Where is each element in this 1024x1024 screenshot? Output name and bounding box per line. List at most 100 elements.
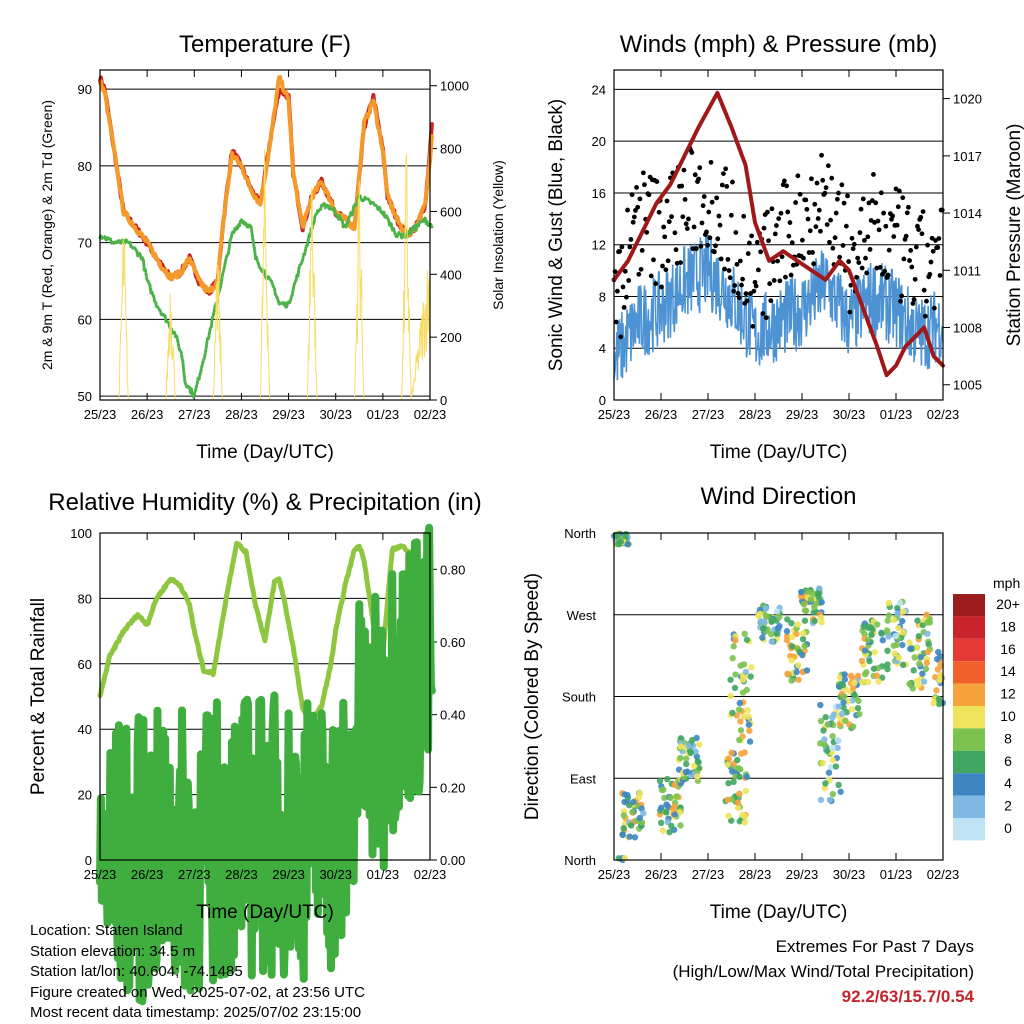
direction-point	[659, 827, 666, 834]
gust-point	[859, 265, 865, 271]
direction-point	[923, 659, 930, 667]
gust-point	[834, 196, 840, 202]
direction-point	[626, 833, 633, 840]
gust-point	[779, 254, 785, 260]
direction-point	[842, 686, 850, 693]
chart-title: Relative Humidity (%) & Precipitation (i…	[48, 489, 481, 516]
gust-point	[900, 195, 906, 201]
colorbar-label: 0	[1004, 820, 1012, 836]
gust-point	[911, 296, 917, 302]
gust-point	[737, 258, 743, 264]
gust-point	[752, 279, 758, 285]
plot-frame	[613, 532, 944, 861]
gust-point	[797, 191, 803, 197]
direction-point	[937, 662, 944, 670]
gust-point	[625, 207, 630, 213]
gust-point	[669, 214, 674, 220]
direction-point	[686, 747, 694, 755]
gust-point	[799, 237, 805, 243]
gust-point	[700, 203, 706, 209]
direction-point	[691, 762, 698, 770]
gust-point	[778, 210, 784, 216]
y-tick-label: 60	[78, 657, 92, 672]
gust-point	[628, 237, 634, 242]
direction-point	[829, 745, 836, 752]
gust-point	[661, 224, 667, 230]
y-axis-label: Sonic Wind & Gust (Blue, Black)	[546, 99, 567, 371]
direction-point	[788, 619, 795, 627]
gust-point	[741, 213, 747, 219]
chart-panel-3	[96, 523, 437, 1006]
y-tick-label: North	[564, 526, 596, 541]
direction-point	[821, 784, 829, 792]
gust-point	[768, 298, 774, 304]
direction-point	[768, 638, 775, 645]
direction-point	[624, 791, 631, 799]
x-tick-label: 30/23	[833, 867, 866, 882]
direction-point	[676, 809, 683, 816]
direction-point	[743, 636, 751, 643]
gust-point	[638, 266, 644, 272]
colorbar-swatch	[953, 728, 985, 751]
gust-point	[698, 243, 704, 249]
gust-point	[857, 230, 863, 236]
gust-point	[877, 264, 883, 270]
gust-point	[723, 166, 729, 172]
direction-point	[724, 761, 732, 768]
direction-point	[835, 781, 842, 789]
direction-point	[860, 623, 867, 630]
direction-point	[864, 678, 872, 686]
colorbar-label: 4	[1004, 775, 1012, 791]
direction-point	[849, 723, 857, 730]
direction-point	[838, 710, 846, 718]
y-axis-label-right: Solar Insolation (Yellow)	[490, 160, 506, 310]
direction-point	[732, 637, 739, 644]
gust-point	[711, 249, 717, 255]
direction-point	[837, 788, 844, 795]
y-tick-label-right: 1014	[953, 206, 982, 221]
gust-point	[618, 334, 624, 340]
y-axis-label: Direction (Colored By Speed)	[522, 573, 543, 820]
direction-point	[747, 673, 754, 680]
gust-point	[696, 176, 701, 182]
x-tick-label: 01/23	[880, 407, 913, 422]
direction-point	[885, 612, 893, 619]
recent-timestamp: Most recent data timestamp: 2025/07/02 2…	[30, 1004, 362, 1021]
direction-point	[825, 769, 833, 776]
gust-point	[843, 223, 849, 229]
gust-point	[901, 256, 907, 262]
direction-point	[730, 778, 737, 786]
direction-point	[657, 819, 665, 827]
gust-point	[803, 197, 809, 203]
gust-point	[750, 323, 756, 329]
gust-point	[783, 274, 788, 280]
y-tick-label-right: 1000	[440, 79, 469, 94]
y-tick-label: 24	[592, 82, 606, 97]
x-tick-label: 25/23	[84, 867, 117, 882]
gust-point	[672, 230, 678, 236]
chart-panel-1	[98, 69, 437, 401]
direction-point	[745, 721, 753, 728]
x-tick-label: 02/23	[927, 867, 960, 882]
extremes-subtitle: (High/Low/Max Wind/Total Precipitation)	[672, 962, 974, 981]
x-tick-label: 02/23	[927, 407, 960, 422]
x-tick-label: 26/23	[645, 407, 678, 422]
direction-point	[822, 713, 829, 721]
gust-point	[793, 200, 799, 205]
gust-point	[743, 291, 749, 297]
gust-point	[765, 209, 770, 215]
gust-point	[740, 276, 745, 282]
y-axis-label: Percent & Total Rainfall	[28, 598, 49, 795]
gust-point	[726, 268, 732, 273]
direction-point	[695, 759, 702, 766]
direction-point	[914, 617, 921, 624]
direction-point	[909, 685, 917, 692]
direction-point	[664, 775, 671, 783]
direction-point	[636, 814, 644, 822]
gust-point	[867, 247, 873, 252]
colorbar-label: 20+	[996, 596, 1020, 612]
gust-point	[760, 311, 766, 316]
direction-point	[663, 809, 670, 816]
gust-point	[824, 222, 830, 228]
direction-point	[890, 642, 897, 649]
